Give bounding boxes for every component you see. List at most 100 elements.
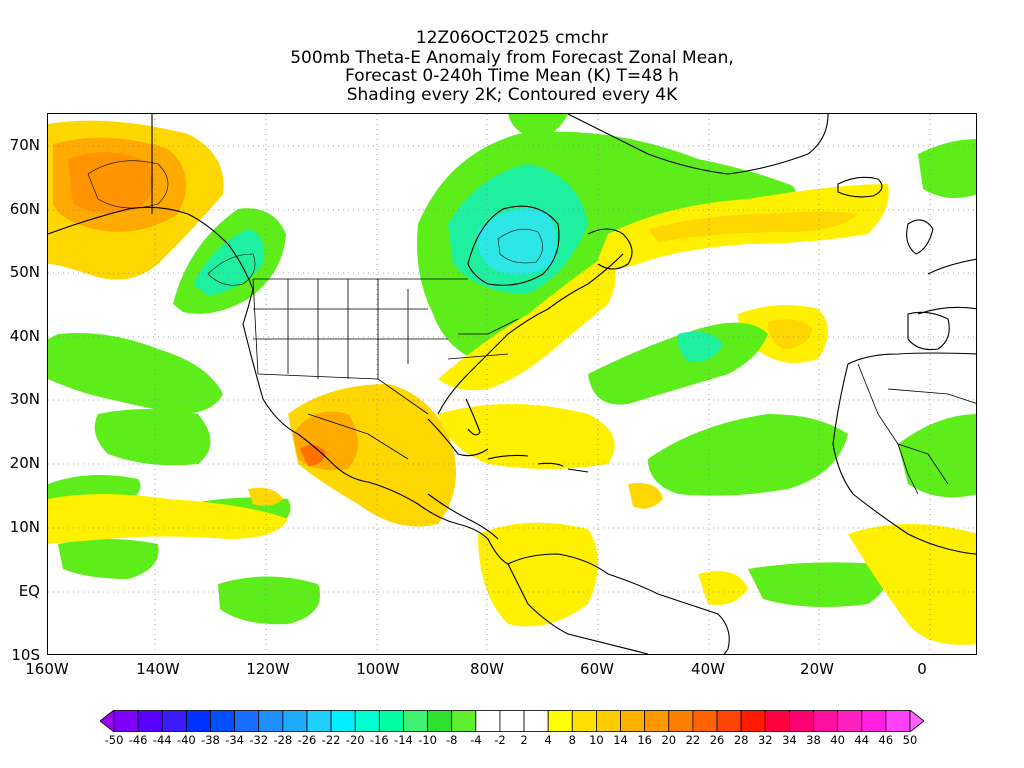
colorbar-tick-label: 20 bbox=[661, 733, 677, 747]
colorbar-swatch bbox=[403, 710, 428, 732]
borders bbox=[252, 278, 976, 495]
colorbar-swatch bbox=[837, 710, 863, 732]
warm-anomaly-alaska-center bbox=[68, 152, 154, 213]
colorbar-tick-label: -34 bbox=[225, 733, 244, 747]
colorbar-tick-label: 44 bbox=[854, 733, 870, 747]
warm-anomaly-mexico-center bbox=[300, 444, 326, 466]
colorbar-swatch bbox=[523, 710, 549, 732]
lon-label-100w: 100W bbox=[356, 660, 400, 678]
colorbar-tick-label: -2 bbox=[494, 733, 506, 747]
colorbar-tick-label: -50 bbox=[104, 733, 124, 747]
colorbar-swatch bbox=[716, 710, 742, 732]
colorbar-tick-label: 4 bbox=[544, 733, 552, 747]
colorbar-tick-label: 50 bbox=[902, 733, 918, 747]
colorbar-tick-label: -20 bbox=[345, 733, 365, 747]
warm-anomaly-caribbean bbox=[438, 404, 615, 469]
colorbar-tick-label: 38 bbox=[806, 733, 821, 747]
title-line-2: 500mb Theta-E Anomaly from Forecast Zona… bbox=[290, 48, 734, 68]
colorbar-swatch bbox=[161, 710, 187, 732]
warm-anomaly-south-america bbox=[478, 522, 598, 627]
colorbar-tick-label: 28 bbox=[733, 733, 749, 747]
warm-anomaly-south-atlantic bbox=[698, 571, 748, 605]
lat-label-30n: 30N bbox=[9, 390, 40, 408]
cool-anomaly-south-atlantic bbox=[748, 562, 886, 608]
title-line-4: Shading every 2K; Contoured every 4K bbox=[346, 85, 678, 105]
cool-anomaly-iceland bbox=[918, 139, 976, 198]
lat-label-20n: 20N bbox=[9, 454, 40, 472]
colorbar-tick-label: -14 bbox=[394, 733, 413, 747]
colorbar-tick-label: -8 bbox=[445, 733, 458, 747]
colorbar-swatch bbox=[234, 710, 260, 732]
colorbar-swatch bbox=[861, 710, 887, 732]
cool-anomaly-pacific-5 bbox=[58, 539, 159, 579]
colorbar-swatch bbox=[668, 710, 694, 732]
cool-anomaly-greenland bbox=[508, 114, 568, 139]
colorbar-tick-label: -44 bbox=[152, 733, 172, 747]
color-scale-bar bbox=[100, 710, 924, 732]
colorbar-swatch bbox=[258, 710, 284, 732]
colorbar-arrow-right bbox=[909, 710, 924, 732]
graticule bbox=[48, 114, 976, 654]
colorbar-swatch bbox=[885, 710, 911, 732]
colorbar-swatch bbox=[740, 710, 766, 732]
colorbar-tick-label: -38 bbox=[201, 733, 220, 747]
title-line-1: 12Z06OCT2025 cmchr bbox=[415, 28, 609, 48]
colorbar-tick-label: 8 bbox=[568, 733, 576, 747]
colorbar-swatch bbox=[764, 710, 790, 732]
lat-label-60n: 60N bbox=[9, 200, 40, 218]
warm-anomaly-north-atlantic-core bbox=[648, 211, 858, 242]
lon-label-60w: 60W bbox=[580, 660, 614, 678]
contour-lines bbox=[87, 160, 543, 286]
colorbar-tick-label: -32 bbox=[249, 733, 269, 747]
colorbar-tick-label: -26 bbox=[297, 733, 317, 747]
colorbar-tick-label: 46 bbox=[878, 733, 894, 747]
lon-label-0: 0 bbox=[917, 660, 927, 678]
colorbar-tick-label: 16 bbox=[637, 733, 652, 747]
lat-label-eq: EQ bbox=[18, 582, 40, 600]
colorbar-tick-label: 14 bbox=[613, 733, 628, 747]
cool-anomaly-bc-core bbox=[193, 229, 264, 296]
colorbar-tick-label: 40 bbox=[830, 733, 845, 747]
colorbar-swatch bbox=[330, 710, 356, 732]
colorbar-swatch bbox=[451, 710, 477, 732]
colorbar-swatch bbox=[427, 710, 453, 732]
colorbar-swatch bbox=[813, 710, 839, 732]
colorbar-tick-label: 32 bbox=[757, 733, 773, 747]
colorbar-swatch bbox=[282, 710, 308, 732]
colorbar-swatch bbox=[306, 710, 332, 732]
lat-label-10n: 10N bbox=[9, 518, 40, 536]
colorbar-swatch bbox=[475, 710, 501, 732]
warm-anomaly-pacific-tropics-2 bbox=[248, 487, 283, 506]
warm-anomaly-tropical-atlantic bbox=[628, 483, 663, 509]
lat-label-70n: 70N bbox=[9, 136, 40, 154]
title-line-3: Forecast 0-240h Time Mean (K) T=48 h bbox=[345, 66, 679, 86]
colorbar-swatch bbox=[571, 710, 597, 732]
lon-label-40w: 40W bbox=[691, 660, 725, 678]
colorbar-tick-label: -16 bbox=[369, 733, 389, 747]
colorbar-swatch bbox=[499, 710, 525, 732]
colorbar-swatch bbox=[547, 710, 573, 732]
colorbar-swatch bbox=[620, 710, 646, 732]
colorbar-tick-label: -28 bbox=[273, 733, 293, 747]
colorbar-swatch bbox=[378, 710, 404, 732]
cool-anomaly-west-africa bbox=[898, 414, 976, 498]
lon-label-20w: 20W bbox=[800, 660, 834, 678]
lon-label-140w: 140W bbox=[136, 660, 180, 678]
cool-anomaly-pacific-2 bbox=[94, 409, 211, 466]
warm-anomaly-azores-core bbox=[767, 319, 813, 349]
cool-anomaly-atlantic-core bbox=[677, 331, 723, 363]
colorbar-tick-label: 26 bbox=[709, 733, 725, 747]
colorbar-arrow-left bbox=[100, 710, 115, 732]
colorbar-tick-label: -10 bbox=[418, 733, 437, 747]
colorbar-swatch bbox=[596, 710, 621, 732]
coastlines bbox=[48, 114, 976, 654]
colorbar-tick-label: 2 bbox=[520, 733, 528, 747]
colorbar-swatch bbox=[788, 710, 814, 732]
lat-label-50n: 50N bbox=[9, 263, 40, 281]
lon-label-160w: 160W bbox=[25, 660, 69, 678]
colorbar-swatch bbox=[113, 710, 139, 732]
warm-anomaly-west-africa bbox=[848, 524, 976, 645]
lon-label-120w: 120W bbox=[246, 660, 290, 678]
colorbar-tick-label: -22 bbox=[321, 733, 341, 747]
colorbar-tick-label: -46 bbox=[128, 733, 148, 747]
